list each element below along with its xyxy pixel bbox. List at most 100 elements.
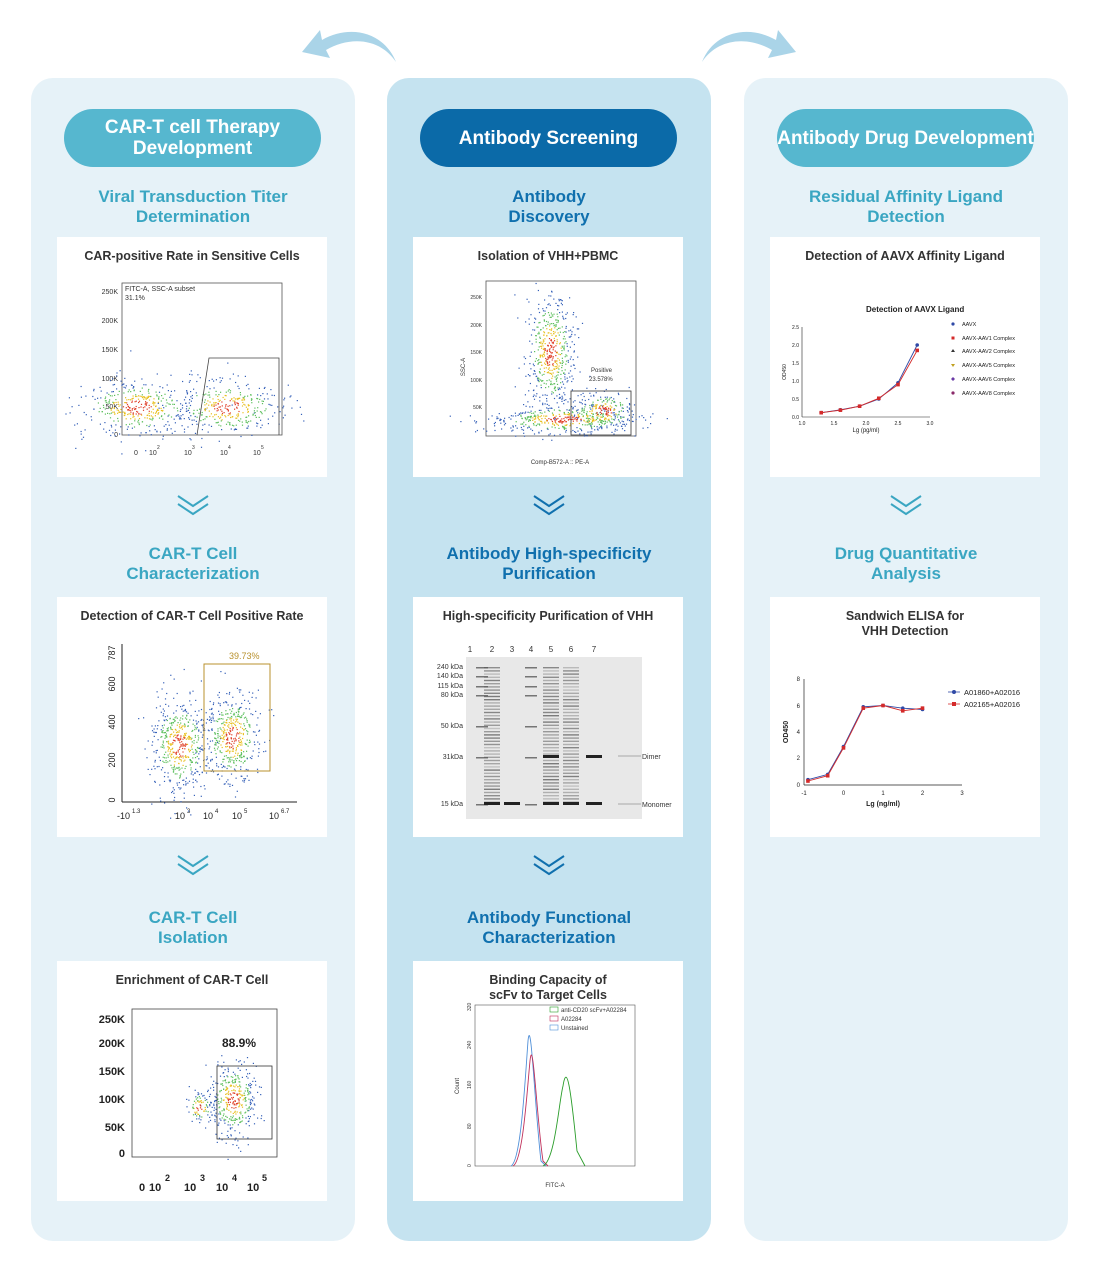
scatter-dot: [197, 1109, 199, 1111]
scatter-dot: [209, 1105, 211, 1107]
scatter-dot: [219, 1118, 221, 1120]
scatter-dot: [205, 772, 208, 774]
scatter-dot: [128, 409, 130, 411]
scatter-dot: [195, 1102, 197, 1104]
y-tick: 200: [107, 752, 117, 767]
scatter-dot: [600, 425, 602, 427]
scatter-dot: [567, 359, 569, 362]
scatter-dot: [585, 404, 587, 406]
scatter-dot: [171, 753, 173, 756]
scatter-dot: [547, 344, 549, 346]
scatter-dot: [217, 421, 219, 423]
scatter-dot: [182, 745, 184, 747]
scatter-dot: [131, 427, 133, 429]
scatter-dot: [205, 712, 207, 714]
scatter-dot: [570, 418, 572, 420]
scatter-dot: [247, 405, 250, 407]
scatter-dot: [104, 422, 106, 424]
scatter-dot: [163, 745, 165, 747]
scatter-dot: [287, 384, 289, 386]
y-tick: 320: [467, 1002, 473, 1011]
scatter-dot: [220, 1089, 222, 1092]
y-tick: 50K: [105, 1122, 125, 1134]
scatter-dot: [232, 1079, 234, 1081]
chevron-down-icon: [533, 495, 565, 516]
scatter-dot: [567, 350, 569, 352]
scatter-dot: [230, 756, 232, 758]
y-tick: 80: [467, 1123, 473, 1129]
scatter-dot: [156, 749, 158, 751]
chevron-down-icon: [533, 855, 565, 876]
scatter-dot: [564, 376, 566, 378]
scatter-dot: [193, 1100, 196, 1102]
scatter-dot: [153, 404, 155, 406]
scatter-dot: [120, 426, 122, 428]
scatter-dot: [174, 734, 176, 736]
scatter-dot: [197, 739, 199, 741]
scatter-dot: [240, 706, 242, 708]
scatter-dot: [110, 434, 112, 437]
scatter-dot: [188, 1086, 190, 1088]
scatter-dot: [595, 412, 597, 415]
scatter-dot: [551, 369, 553, 371]
series-line: [807, 705, 923, 781]
scatter-dot: [201, 718, 203, 721]
scatter-dot: [135, 395, 137, 398]
scatter-dot: [232, 1096, 234, 1098]
x-tick: 1: [881, 791, 885, 797]
scatter-dot: [245, 1069, 247, 1071]
scatter-dot: [181, 705, 184, 707]
scatter-dot: [200, 708, 203, 711]
scatter-dot: [566, 312, 568, 314]
scatter-dot: [604, 419, 606, 421]
scatter-dot: [628, 408, 631, 410]
scatter-dot: [234, 404, 236, 406]
scatter-dot: [246, 1057, 249, 1059]
scatter-dot: [186, 405, 188, 407]
scatter-dot: [172, 790, 174, 792]
scatter-dot: [158, 407, 160, 409]
scatter-dot: [618, 411, 620, 413]
scatter-dot: [215, 739, 218, 742]
scatter-dot: [227, 1098, 229, 1100]
scatter-dot: [593, 419, 595, 421]
scatter-dot: [177, 738, 179, 740]
scatter-dot: [241, 742, 243, 744]
scatter-dot: [539, 412, 541, 414]
scatter-dot: [533, 412, 535, 414]
scatter-dot: [641, 415, 643, 417]
scatter-dot: [243, 729, 245, 731]
scatter-dot: [245, 419, 247, 422]
scatter-dot: [164, 737, 166, 739]
scatter-dot: [246, 739, 248, 741]
scatter-dot: [562, 421, 564, 423]
scatter-dot: [182, 757, 184, 759]
scatter-dot: [160, 736, 162, 738]
scatter-dot: [239, 1081, 241, 1083]
scatter-dot: [469, 415, 471, 417]
scatter-dot: [622, 421, 625, 423]
scatter-dot: [200, 1093, 203, 1095]
scatter-dot: [145, 397, 147, 399]
scatter-dot: [176, 784, 179, 786]
scatter-dot: [226, 693, 228, 695]
scatter-dot: [596, 426, 598, 428]
scatter-dot: [215, 753, 217, 755]
scatter-dot: [595, 405, 597, 407]
scatter-dot: [194, 710, 196, 712]
scatter-dot: [252, 1108, 254, 1110]
scatter-dot: [192, 723, 194, 725]
scatter-dot: [148, 410, 150, 412]
scatter-dot: [228, 1118, 231, 1120]
scatter-dot: [200, 680, 202, 682]
scatter-dot: [449, 415, 451, 417]
scatter-dot: [239, 392, 241, 394]
scatter-dot: [560, 347, 562, 349]
scatter-dot: [613, 412, 615, 414]
gel-band: [484, 676, 500, 678]
scatter-dot: [216, 1141, 218, 1143]
scatter-dot: [224, 766, 226, 768]
scatter-dot: [591, 423, 593, 425]
scatter-dot: [611, 431, 613, 433]
scatter-dot: [615, 424, 617, 426]
